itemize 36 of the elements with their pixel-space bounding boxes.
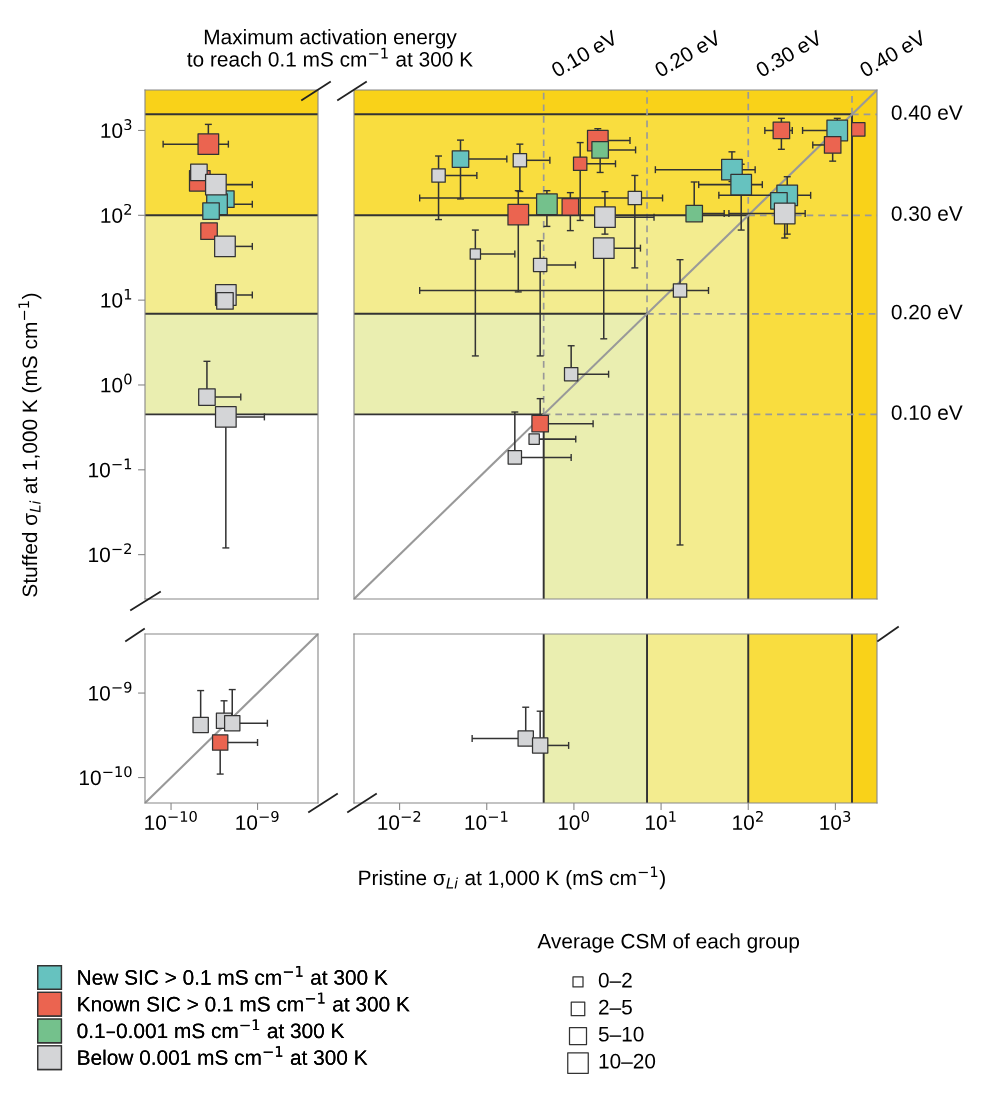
y-tick-label: 10$^{−2}$: [89, 543, 131, 563]
y-tick-label: 10$^{−1}$: [89, 458, 132, 478]
text: 10–20: [599, 1053, 656, 1069]
x-tick-label: 10$^{−2}$: [378, 810, 421, 830]
y-tick-label: 10$^{0}$: [101, 373, 132, 393]
text: 5–10: [598, 1026, 644, 1042]
text: 2–5: [599, 999, 632, 1015]
ref-line-label: 0.20 eV: [891, 304, 963, 320]
x-tick-label: 10$^{1}$: [646, 811, 676, 830]
ref-line-label: 0.20 eV: [653, 29, 723, 78]
x-tick-label: 10$^{0}$: [558, 810, 589, 830]
legend-label: Known SIC > 0.1 mS cm$^{−1}$ at 300 K: [78, 992, 410, 1012]
y-tick-label: 10$^{3}$: [101, 119, 132, 139]
legend-label: Below 0.001 mS cm$^{−1}$ at 300 K: [78, 1046, 368, 1065]
y-tick-label: 10$^{−10}$: [79, 766, 132, 786]
ref-line-label: 0.30 eV: [891, 206, 963, 221]
x-tick-label: 10$^{2}$: [733, 810, 763, 830]
x-tick-label: 10$^{−1}$: [465, 811, 508, 830]
y-tick-label: 10$^{−9}$: [89, 681, 132, 701]
ref-line-label: 0.40 eV: [891, 105, 963, 120]
chart-title: Maximum activation energy to reach 0.1 mS cm$^{−1}$ at 300 K: [187, 29, 473, 67]
ref-line-label: 0.10 eV: [550, 29, 620, 78]
y-tick-label: 10$^{1}$: [101, 288, 132, 308]
text: 0–2: [598, 972, 632, 988]
text: Average CSM of each group: [537, 933, 800, 953]
y-axis-title: Stuffed σ$_{Li}$ at 1,000 K (mS cm$^{−1}$): [18, 293, 42, 597]
ref-line-label: 0.30 eV: [754, 29, 824, 78]
x-axis-title: Pristine σ$_{Li}$ at 1,000 K (mS cm$^{−1}$): [359, 866, 665, 890]
legend-label: 0.1–0.001 mS cm$^{−1}$ at 300 K: [77, 1019, 345, 1039]
ref-line-label: 0.10 eV: [891, 405, 963, 420]
x-tick-label: 10$^{3}$: [820, 810, 851, 830]
x-tick-label: 10$^{−9}$: [236, 810, 279, 830]
legend-label: New SIC > 0.1 mS cm$^{−1}$ at 300 K: [78, 966, 388, 985]
y-tick-label: 10$^{2}$: [101, 203, 132, 223]
ref-line-label: 0.40 eV: [858, 29, 928, 78]
x-tick-label: 10$^{−10}$: [145, 810, 197, 830]
